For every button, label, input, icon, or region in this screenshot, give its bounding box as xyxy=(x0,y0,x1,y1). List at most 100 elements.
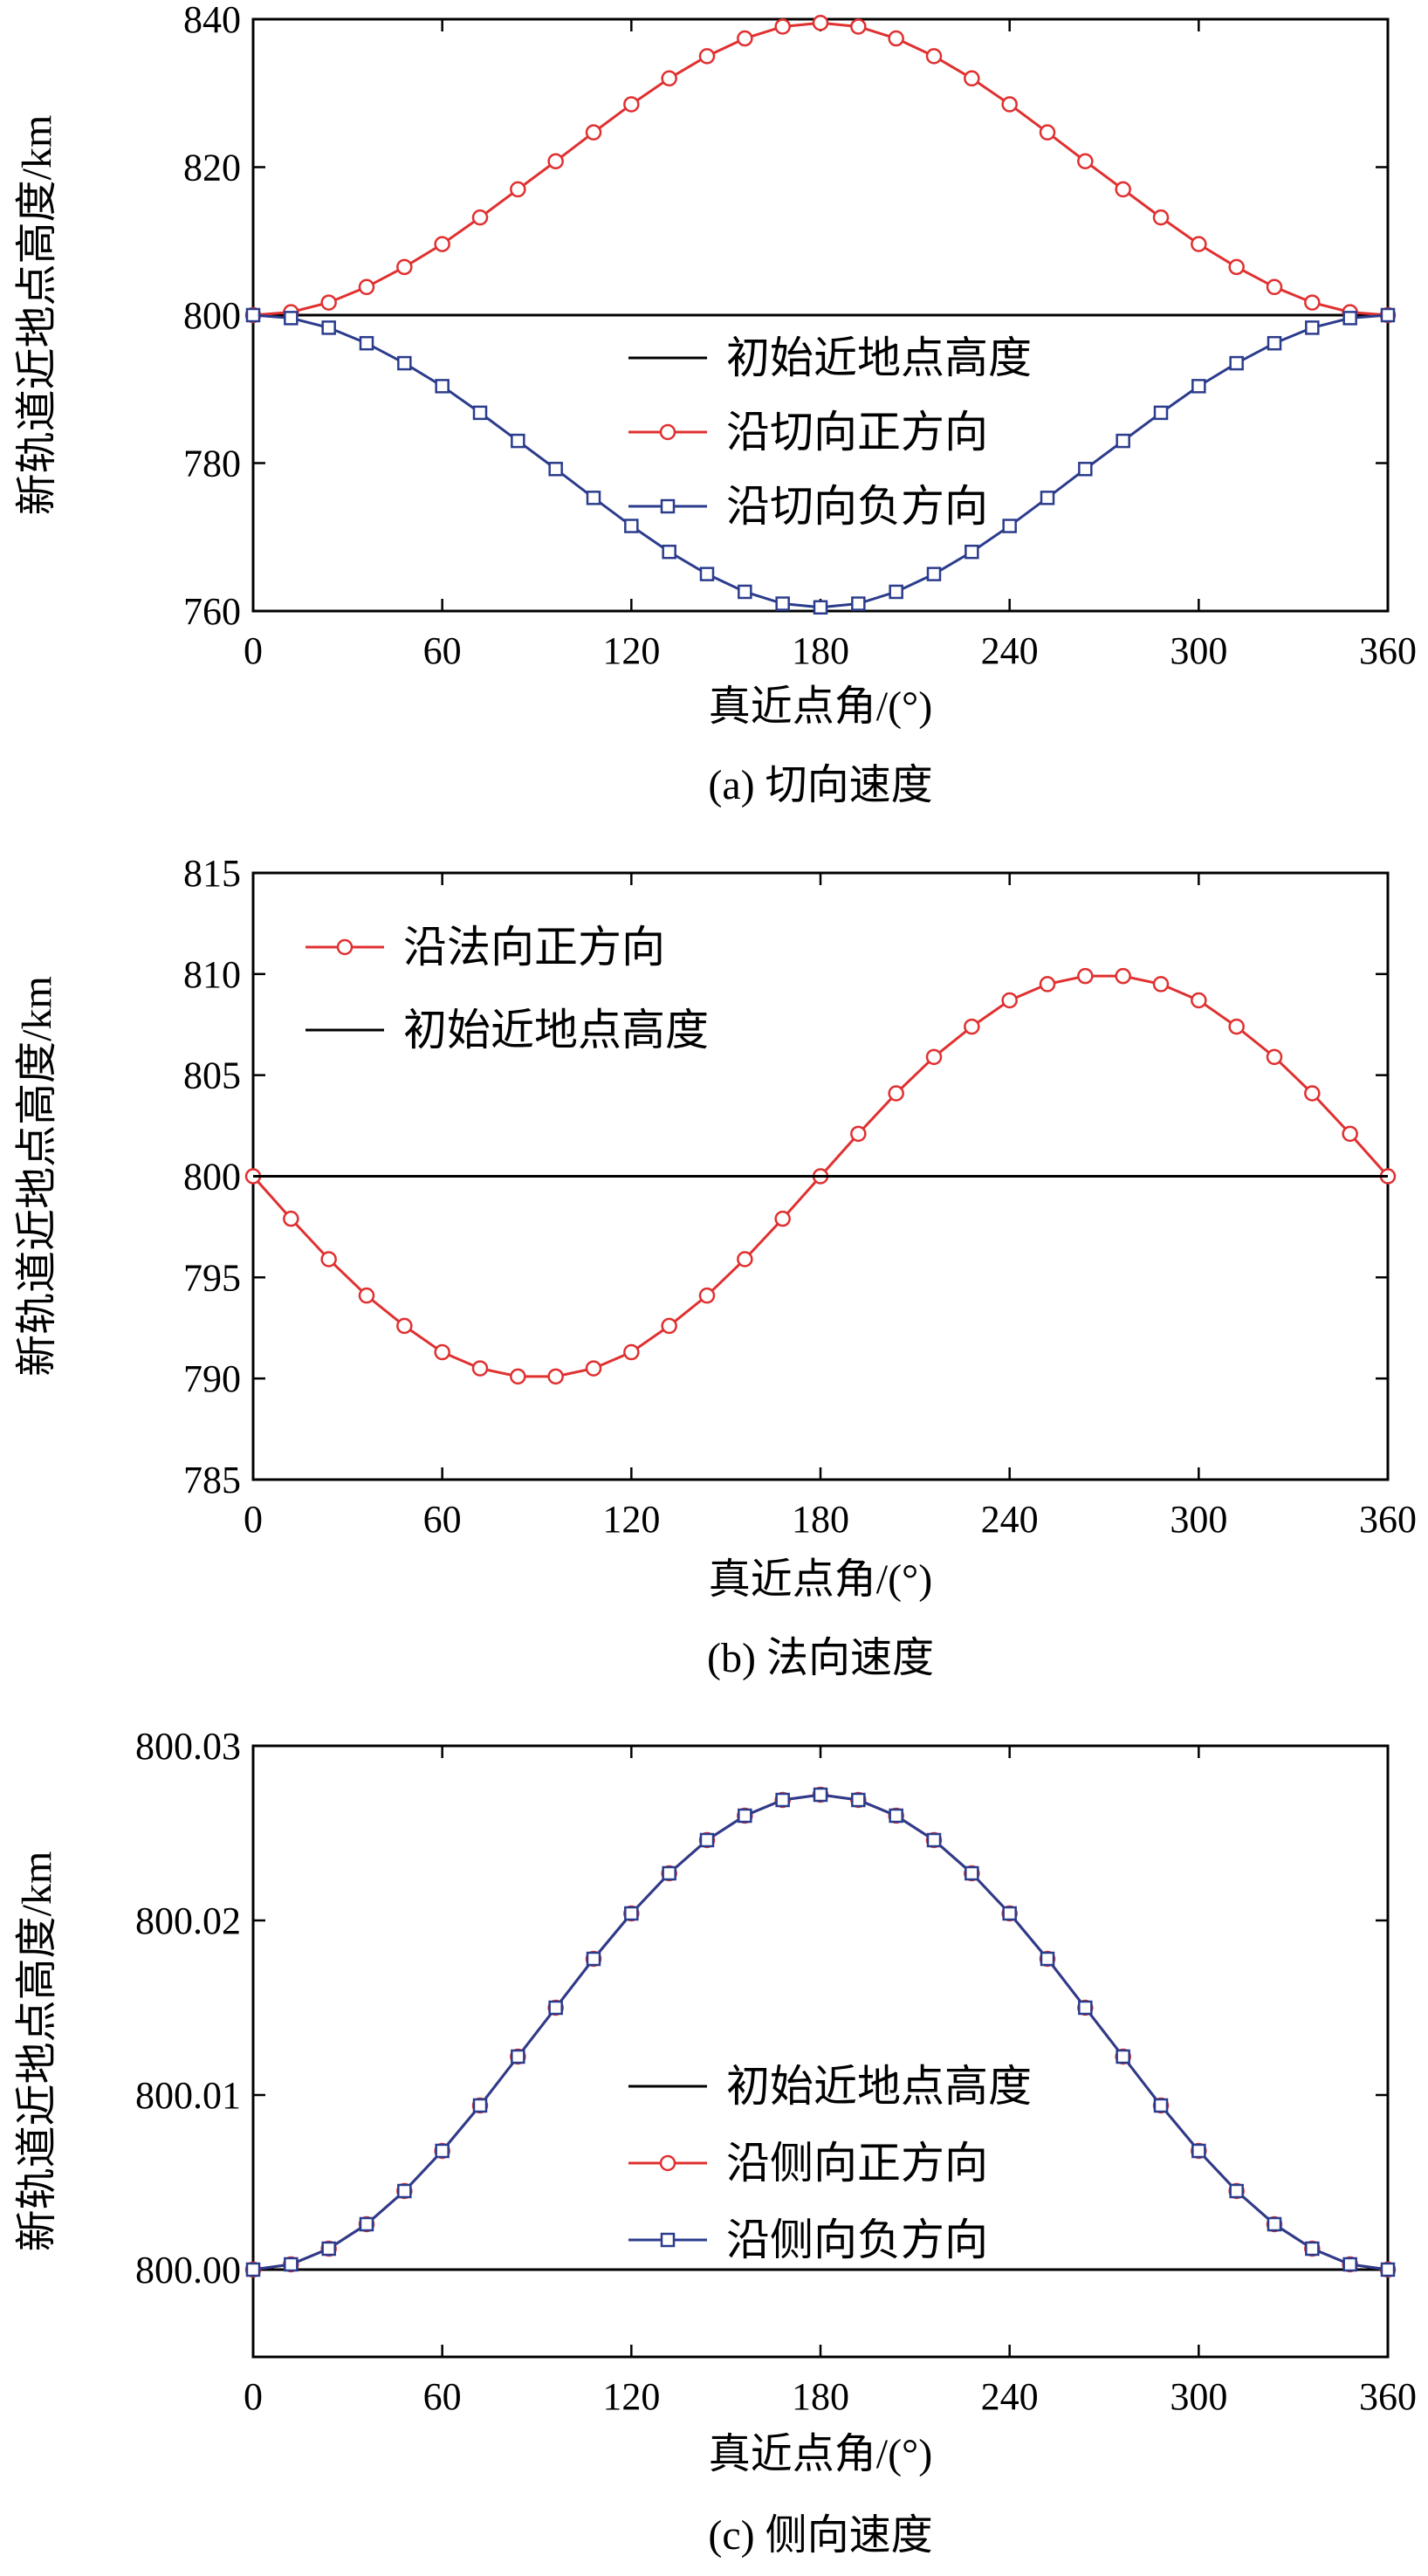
data-point xyxy=(1191,992,1207,1009)
x-axis-label: 真近点角/(°) xyxy=(709,1556,933,1603)
data-point xyxy=(1001,992,1018,1009)
data-point xyxy=(662,544,676,560)
data-point xyxy=(1229,2183,1244,2199)
data-point xyxy=(925,1048,943,1066)
legend-label: 沿侧向负方向 xyxy=(726,2215,988,2264)
data-point xyxy=(737,1251,753,1267)
data-point xyxy=(585,1360,602,1377)
data-point xyxy=(1342,1125,1358,1143)
x-tick-label: 300 xyxy=(1170,2375,1227,2418)
data-point xyxy=(1380,307,1396,323)
data-point xyxy=(775,596,790,611)
data-point xyxy=(889,584,903,600)
x-tick-label: 0 xyxy=(244,1498,263,1541)
legend-label: 沿法向正方向 xyxy=(403,923,665,972)
legend-entry: 初始近地点高度 xyxy=(306,1006,709,1054)
data-point xyxy=(964,70,980,87)
data-point xyxy=(1191,2143,1206,2159)
data-point xyxy=(699,1832,715,1848)
x-tick-label: 0 xyxy=(244,629,263,672)
legend-label: 初始近地点高度 xyxy=(726,333,1032,382)
data-point xyxy=(472,405,488,421)
data-point xyxy=(699,567,715,581)
legend-entry: 沿侧向负方向 xyxy=(628,2215,988,2264)
data-point xyxy=(1342,2257,1357,2272)
x-tick-label: 60 xyxy=(423,1498,462,1541)
x-tick-label: 300 xyxy=(1170,1498,1227,1541)
data-point xyxy=(850,18,867,35)
data-point xyxy=(471,209,489,226)
chart-caption: (a) 切向速度 xyxy=(708,762,932,808)
data-point xyxy=(1305,320,1320,335)
data-point xyxy=(1153,405,1169,421)
x-tick-label: 240 xyxy=(981,629,1039,672)
data-point xyxy=(284,2257,299,2272)
data-point xyxy=(1040,491,1055,505)
data-point xyxy=(1077,967,1094,985)
y-axis-label: 新轨道近地点高度/km xyxy=(14,1851,60,2252)
y-tick-label: 815 xyxy=(183,852,241,895)
data-point xyxy=(774,1210,791,1227)
x-tick-label: 360 xyxy=(1359,629,1417,672)
y-tick-label: 800 xyxy=(183,1156,241,1199)
data-point xyxy=(358,278,375,296)
data-point xyxy=(283,1210,299,1227)
data-point xyxy=(471,1360,489,1377)
data-point xyxy=(511,433,525,449)
y-tick-label: 800 xyxy=(183,294,241,337)
legend-entry: 沿法向正方向 xyxy=(306,923,665,972)
data-point xyxy=(737,30,753,47)
data-point xyxy=(321,2241,336,2257)
data-point xyxy=(434,236,450,252)
data-point xyxy=(434,1343,450,1361)
x-tick-label: 240 xyxy=(981,2375,1039,2418)
y-axis-label: 新轨道近地点高度/km xyxy=(14,976,60,1377)
x-axis-label: 真近点角/(°) xyxy=(709,683,933,730)
data-point xyxy=(1266,278,1283,296)
data-point xyxy=(1229,355,1244,371)
data-point xyxy=(851,1792,866,1808)
data-point xyxy=(547,1368,564,1385)
data-point xyxy=(698,1287,716,1304)
chart-b: 0 60 120 180 240 300 360 785 790 795 800 805 810 815 真… xyxy=(14,852,1417,1681)
legend-marker xyxy=(659,423,676,441)
legend-label: 初始近地点高度 xyxy=(403,1006,709,1054)
data-point xyxy=(472,2098,488,2113)
data-point xyxy=(1228,1018,1245,1035)
y-tick-label: 800.01 xyxy=(135,2074,241,2117)
legend-marker xyxy=(659,2154,676,2172)
data-point xyxy=(813,600,828,615)
series xyxy=(245,307,1396,615)
series-line xyxy=(252,1793,1389,2271)
data-point xyxy=(1228,258,1245,276)
data-point xyxy=(1305,2241,1320,2257)
data-point xyxy=(1039,976,1056,993)
series xyxy=(245,1787,1396,2277)
data-point xyxy=(698,48,716,65)
y-tick-label: 805 xyxy=(183,1054,241,1097)
y-tick-label: 820 xyxy=(183,147,241,189)
data-point xyxy=(774,18,791,35)
x-tick-label: 60 xyxy=(423,629,462,672)
data-point xyxy=(397,355,412,371)
data-point xyxy=(1001,96,1018,113)
data-point xyxy=(396,258,413,276)
data-point xyxy=(965,1865,979,1881)
data-point xyxy=(775,1792,790,1808)
data-point xyxy=(889,1808,903,1824)
series xyxy=(244,1786,1397,2278)
data-point xyxy=(1153,2098,1169,2113)
data-point xyxy=(661,1317,677,1335)
data-point xyxy=(1191,379,1206,394)
data-point xyxy=(586,491,601,505)
data-point xyxy=(1152,976,1170,993)
data-point xyxy=(812,14,829,31)
data-point xyxy=(1304,1085,1321,1102)
data-point xyxy=(359,2216,374,2232)
data-point xyxy=(1191,236,1207,252)
data-point xyxy=(662,1865,676,1881)
y-tick-label: 800.00 xyxy=(135,2249,241,2291)
data-point xyxy=(623,1343,640,1361)
